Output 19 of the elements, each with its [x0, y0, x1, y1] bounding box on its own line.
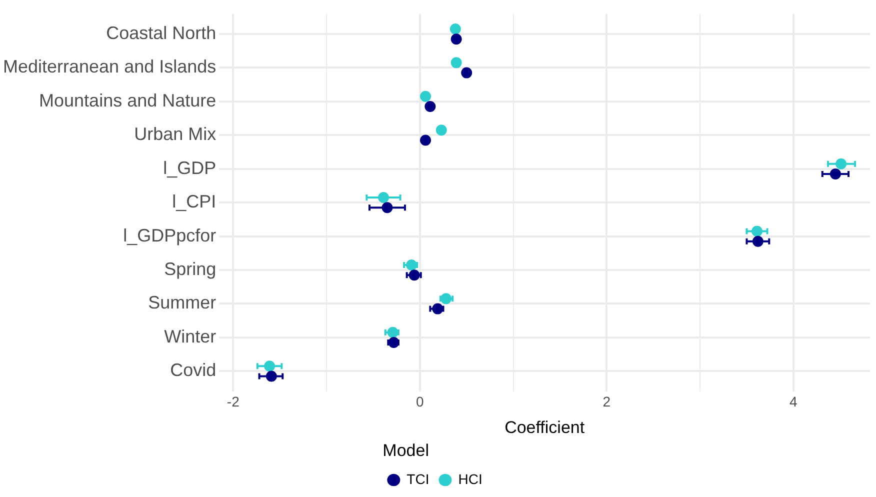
y-tick-label: Covid — [170, 360, 216, 380]
y-tick-label: l_CPI — [172, 192, 216, 212]
legend-label: HCI — [458, 470, 482, 487]
y-tick-label: Urban Mix — [134, 124, 216, 144]
y-tick-label: Winter — [164, 326, 216, 346]
x-tick-label: 4 — [790, 394, 798, 410]
y-tick-label: l_GDP — [163, 158, 216, 178]
y-tick-label: Mediterranean and Islands — [2, 56, 216, 77]
y-tick-label: Spring — [164, 258, 216, 279]
x-tick-label: 0 — [416, 394, 424, 410]
x-tick-label: 2 — [602, 394, 611, 410]
y-tick-label: Coastal North — [106, 22, 216, 43]
x-axis-title: Coefficient — [504, 418, 585, 438]
legend-title: Model — [382, 440, 429, 460]
y-tick-label: Summer — [148, 292, 216, 313]
x-tick-label: -2 — [226, 394, 240, 410]
legend-label: TCI — [406, 470, 430, 487]
y-tick-label: Mountains and Nature — [39, 90, 216, 110]
y-tick-label: l_GDPpcfor — [123, 225, 216, 246]
